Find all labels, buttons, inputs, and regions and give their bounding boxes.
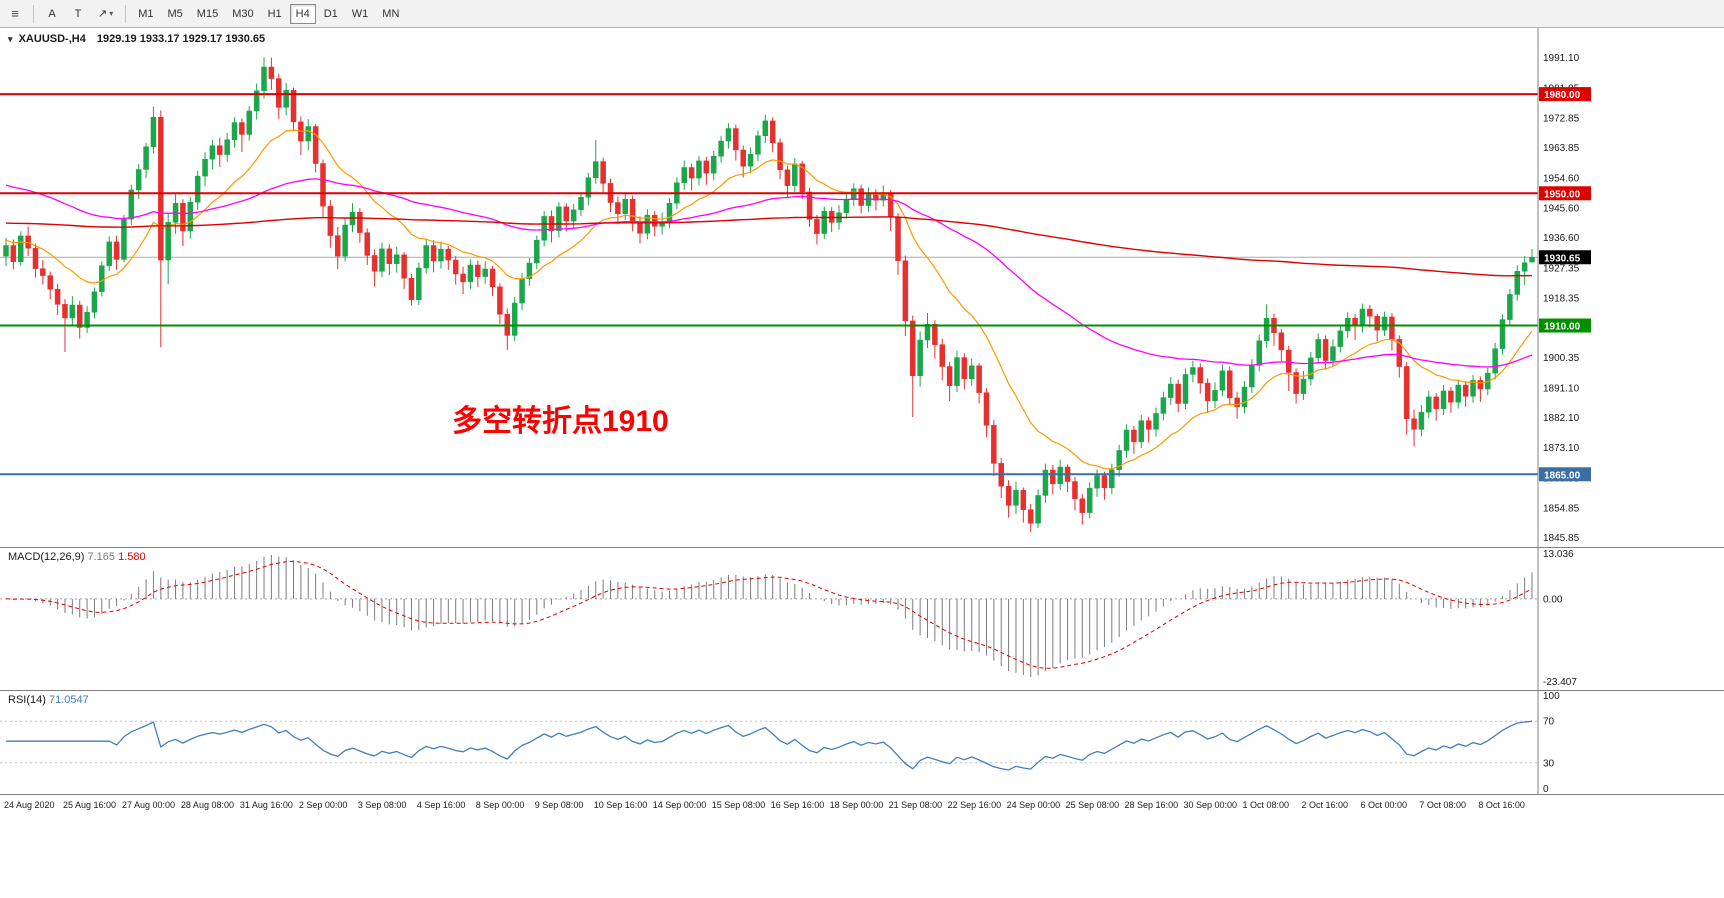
price-tick: 1991.10 — [1543, 53, 1580, 64]
price-tick: 1918.35 — [1543, 293, 1580, 304]
one-click-trading-arrow-icon[interactable]: ▾ — [8, 34, 13, 44]
price-badge — [1539, 186, 1591, 201]
rsi-value: 71.0547 — [48, 694, 89, 706]
chart-background — [0, 28, 1724, 547]
timeframe-m30-button[interactable]: M30 — [226, 4, 259, 24]
time-label: 2 Sep 00:00 — [298, 800, 348, 810]
price-badge — [1539, 87, 1591, 102]
chart-annotation-text: 多空转折点1910 — [452, 405, 669, 438]
chevron-down-icon: ▾ — [109, 9, 114, 18]
macd-scale-label: 13.036 — [1543, 549, 1574, 560]
time-label: 10 Sep 16:00 — [593, 800, 648, 810]
toolbar-separator — [125, 4, 127, 23]
time-label: 24 Aug 2020 — [4, 800, 55, 810]
svg-text:1950.00: 1950.00 — [1544, 189, 1581, 200]
rsi-scale-label: 30 — [1543, 758, 1555, 769]
macd-scale-label: 0.00 — [1543, 594, 1563, 605]
price-tick: 1845.85 — [1543, 533, 1580, 544]
macd-name: MACD(12,26,9) — [8, 551, 85, 563]
price-tick: 1972.85 — [1543, 113, 1580, 124]
rsi-scale-label: 100 — [1543, 691, 1560, 702]
arrow-icon: ↗ — [98, 8, 108, 20]
ma-slow-line — [5, 216, 1533, 277]
rsi-line — [6, 720, 1533, 771]
price-tick: 1945.60 — [1543, 203, 1580, 214]
time-label: 6 Oct 00:00 — [1360, 800, 1407, 810]
time-label: 8 Sep 00:00 — [475, 800, 525, 810]
time-label: 27 Aug 00:00 — [121, 800, 175, 810]
timeframe-m1-button[interactable]: M1 — [132, 4, 159, 24]
macd-panel[interactable]: 13.036 0.00 -23.407 — [0, 547, 1724, 690]
time-label: 25 Sep 08:00 — [1065, 800, 1120, 810]
time-label: 18 Sep 00:00 — [829, 800, 884, 810]
toolbar: ≡ A T ↗ ▾ M1 M5 M15 M30 H1 H4 D1 W1 MN — [0, 0, 1724, 28]
price-tick: 1873.10 — [1543, 443, 1580, 454]
price-tick: 1927.35 — [1543, 264, 1580, 275]
timeframe-m5-button[interactable]: M5 — [162, 4, 189, 24]
toolbar-separator — [33, 4, 34, 23]
time-label: 7 Oct 08:00 — [1419, 800, 1466, 810]
text-tool-button[interactable]: T — [66, 4, 90, 24]
macd-main-value: 7.165 — [87, 551, 116, 563]
rsi-scale-label: 70 — [1543, 717, 1555, 728]
time-label: 25 Aug 16:00 — [62, 800, 117, 810]
svg-text:1910.00: 1910.00 — [1544, 322, 1581, 333]
time-axis[interactable]: 24 Aug 2020 25 Aug 16:00 27 Aug 00:00 28 Au… — [0, 794, 1724, 819]
rsi-label: RSI(14) 71.0547 — [8, 694, 89, 706]
timeframe-mn-button[interactable]: MN — [376, 4, 405, 24]
time-label: 30 Sep 00:00 — [1183, 800, 1238, 810]
time-label: 2 Oct 16:00 — [1301, 800, 1348, 810]
timeframe-m15-button[interactable]: M15 — [191, 4, 224, 24]
price-badge — [1539, 250, 1591, 265]
price-tick: 1900.35 — [1543, 353, 1580, 364]
time-label: 3 Sep 08:00 — [357, 800, 407, 810]
price-badge — [1539, 467, 1591, 482]
time-label: 9 Sep 08:00 — [534, 800, 584, 810]
price-badge — [1539, 318, 1591, 333]
svg-text:1930.65: 1930.65 — [1544, 253, 1581, 264]
price-tick: 1936.60 — [1543, 233, 1580, 244]
price-tick: 1854.85 — [1543, 503, 1580, 514]
time-label: 31 Aug 16:00 — [239, 800, 293, 810]
arrow-tool-button[interactable]: ↗ ▾ — [92, 4, 119, 24]
menu-grid-icon[interactable]: ≡ — [11, 6, 19, 21]
symbol-label: XAUUSD-,H4 — [18, 33, 86, 45]
timeframe-w1-button[interactable]: W1 — [346, 4, 375, 24]
rsi-name: RSI(14) — [8, 694, 46, 706]
time-label: 14 Sep 00:00 — [652, 800, 707, 810]
macd-signal-value: 1.580 — [118, 551, 146, 563]
time-label: 1 Oct 08:00 — [1242, 800, 1290, 810]
chart-info-line: ▾ XAUUSD-,H4 1929.19 1933.17 1929.17 193… — [8, 33, 265, 45]
time-label: 16 Sep 16:00 — [770, 800, 825, 810]
macd-histogram — [12, 555, 1533, 678]
annotate-tool-button[interactable]: A — [40, 4, 64, 24]
time-label: 28 Sep 16:00 — [1124, 800, 1179, 810]
macd-scale-label: -23.407 — [1543, 677, 1577, 688]
ohlc-values: 1929.19 1933.17 1929.17 1930.65 — [96, 33, 266, 45]
svg-text:1980.00: 1980.00 — [1544, 90, 1581, 101]
svg-text:1865.00: 1865.00 — [1544, 470, 1581, 481]
price-tick: 1954.60 — [1543, 174, 1580, 185]
chart-area: 1991.101981.851972.851963.851954.601945.… — [0, 28, 1724, 819]
rsi-scale-label: 0 — [1543, 784, 1549, 794]
price-tick: 1891.10 — [1543, 383, 1580, 394]
time-label: 24 Sep 00:00 — [1006, 800, 1061, 810]
time-label: 8 Oct 16:00 — [1478, 800, 1525, 810]
macd-label: MACD(12,26,9) 7.165 1.580 — [8, 551, 146, 563]
price-tick: 1882.10 — [1543, 413, 1580, 424]
main-price-chart[interactable]: 1991.101981.851972.851963.851954.601945.… — [0, 28, 1724, 547]
price-tick: 1963.85 — [1543, 143, 1580, 154]
time-label: 28 Aug 08:00 — [180, 800, 234, 810]
timeframe-h4-button[interactable]: H4 — [289, 3, 316, 24]
timeframe-h1-button[interactable]: H1 — [262, 4, 288, 24]
ma-fast-line — [5, 129, 1533, 470]
timeframe-d1-button[interactable]: D1 — [318, 4, 344, 24]
time-label: 15 Sep 08:00 — [711, 800, 766, 810]
time-label: 4 Sep 16:00 — [416, 800, 466, 810]
time-label: 21 Sep 08:00 — [888, 800, 943, 810]
rsi-panel[interactable]: 100 70 30 0 — [0, 690, 1724, 794]
time-label: 22 Sep 16:00 — [947, 800, 1002, 810]
